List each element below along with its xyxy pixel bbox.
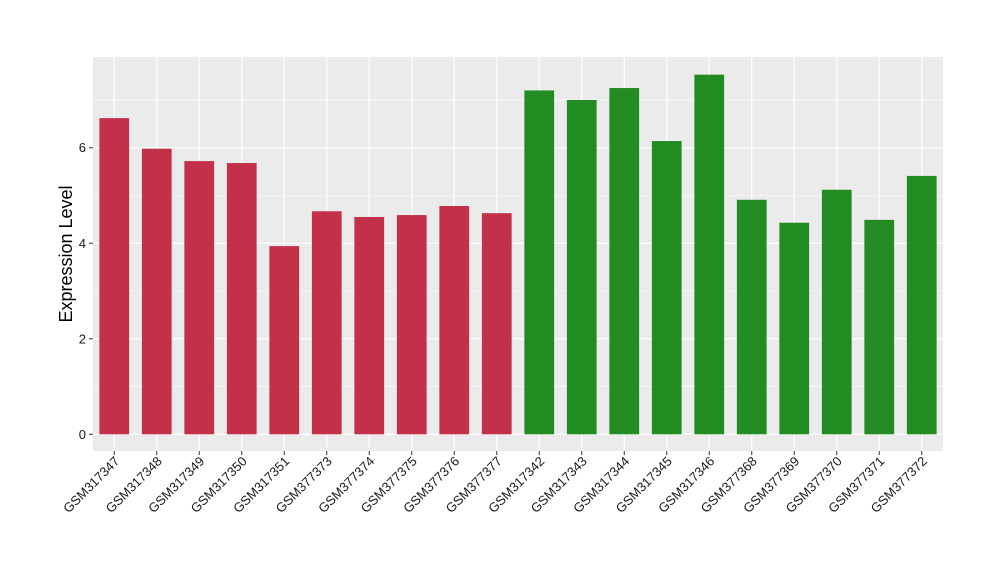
bar-GSM317347 [99,118,130,435]
bar-GSM377368 [736,199,767,435]
bar-GSM377377 [481,213,512,435]
bar-GSM317345 [651,141,682,435]
bar-GSM317346 [694,74,725,435]
bar-series [99,74,937,435]
bar-GSM377375 [396,215,427,435]
y-tick-label: 4 [79,236,86,251]
bar-GSM317344 [609,88,640,435]
bar-GSM317348 [141,148,172,435]
plot-panel [93,57,943,451]
bar-GSM317350 [226,163,257,435]
y-tick-label: 0 [79,427,86,442]
bar-GSM377374 [354,216,385,435]
bar-GSM377373 [311,211,342,435]
bar-GSM377376 [439,206,470,435]
bar-GSM317342 [524,90,555,435]
bar-GSM377371 [864,219,895,435]
bar-GSM377372 [906,175,937,435]
bar-GSM377370 [821,189,852,435]
y-tick-label: 6 [79,140,86,155]
bar-GSM377369 [779,222,810,435]
y-axis: 0 2 4 6 [79,140,93,442]
bar-GSM317349 [184,161,215,435]
y-axis-title: Expression Level [56,185,76,322]
bar-GSM317351 [269,246,300,435]
x-axis: GSM317347GSM317348GSM317349GSM317350GSM3… [60,451,930,516]
bar-GSM317343 [566,99,597,435]
y-tick-label: 2 [79,331,86,346]
